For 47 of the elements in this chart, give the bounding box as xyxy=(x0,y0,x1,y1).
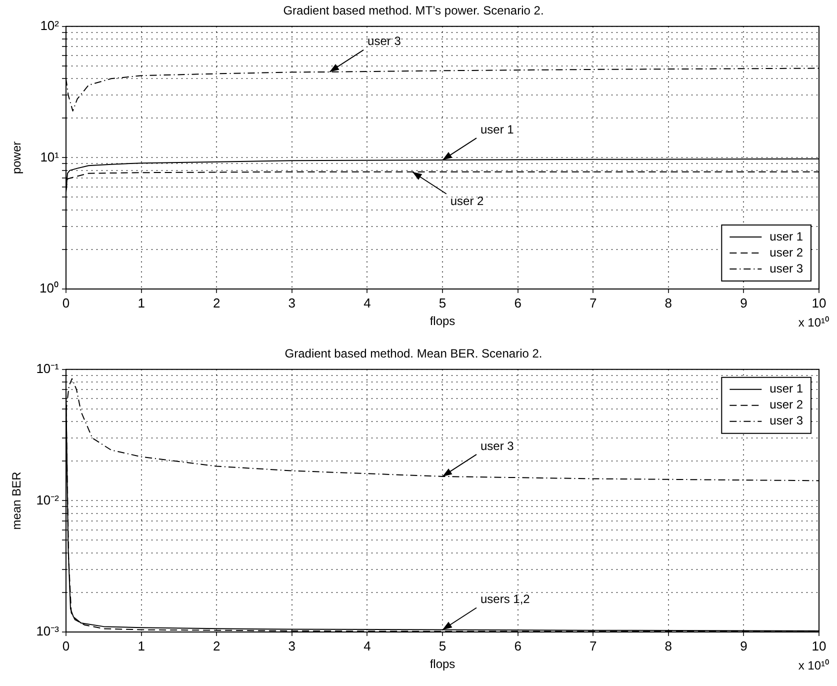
text: x 10¹⁰ xyxy=(798,315,829,330)
chart-title: Gradient based method. Mean BER. Scenario 2. xyxy=(284,346,542,361)
x-tick-label: 8 xyxy=(664,295,672,310)
x-tick-label: 0 xyxy=(62,638,70,654)
legend-label: user 3 xyxy=(770,261,804,276)
y-axis-title: power xyxy=(10,141,24,174)
legend-label: user 1 xyxy=(770,382,804,396)
x-tick-label: 7 xyxy=(589,295,597,310)
x-tick-label: 4 xyxy=(364,638,371,654)
x-tick-label: 0 xyxy=(62,295,70,310)
y-tick-label: 10¹ xyxy=(40,149,60,164)
text: x 10¹⁰ xyxy=(798,658,829,672)
x-tick-label: 10 xyxy=(812,638,826,654)
x-tick-label: 2 xyxy=(212,638,220,654)
x-tick-label: 5 xyxy=(438,295,446,310)
x-tick-label: 10 xyxy=(812,295,826,310)
x-tick-label: 1 xyxy=(138,295,145,310)
annotation: user 1 xyxy=(480,122,514,136)
x-tick-label: 2 xyxy=(212,295,220,310)
x-tick-label: 4 xyxy=(364,295,371,310)
x-tick-label: 7 xyxy=(589,638,597,654)
legend-label: user 2 xyxy=(770,398,804,412)
annotation: user 3 xyxy=(480,438,514,453)
y-tick-label: 10² xyxy=(40,18,60,33)
x-tick-label: 6 xyxy=(514,638,522,654)
annotation: user 3 xyxy=(368,34,402,48)
y-axis-title: mean BER xyxy=(10,471,24,530)
y-tick-label: 10⁰ xyxy=(40,280,59,296)
x-tick-label: 6 xyxy=(514,295,522,310)
x-tick-label: 9 xyxy=(740,295,748,310)
x-axis-title: flops xyxy=(430,314,456,328)
y-tick-label: 10⁻² xyxy=(36,492,60,508)
annotation: users 1,2 xyxy=(480,592,530,606)
x-tick-label: 3 xyxy=(288,638,296,654)
x-axis-title: flops xyxy=(430,657,456,672)
legend-label: user 2 xyxy=(770,245,804,260)
annotation: user 2 xyxy=(450,194,484,208)
legend-label: user 1 xyxy=(770,229,804,244)
x-tick-label: 8 xyxy=(664,638,672,654)
chart-title: Gradient based method. MT’s power. Scenario 2. xyxy=(283,4,544,18)
x-tick-label: 1 xyxy=(138,638,145,654)
x-tick-label: 5 xyxy=(438,638,446,654)
y-tick-label: 10⁻¹ xyxy=(36,360,60,376)
legend-label: user 3 xyxy=(770,414,804,428)
y-tick-label: 10⁻³ xyxy=(36,624,60,639)
x-tick-label: 3 xyxy=(288,295,296,310)
x-tick-label: 9 xyxy=(740,638,748,654)
